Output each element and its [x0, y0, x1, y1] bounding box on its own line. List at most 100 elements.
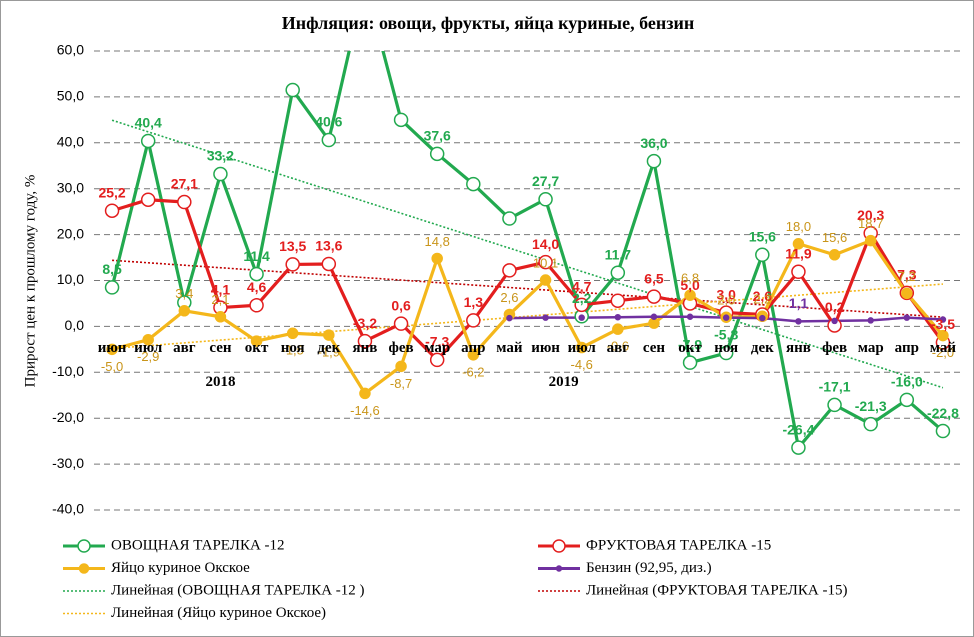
data-label: -5,0 — [101, 359, 123, 374]
data-point — [178, 305, 191, 317]
x-tick-label: окт — [245, 340, 269, 356]
data-label: -3,5 — [931, 316, 955, 332]
data-point — [612, 323, 624, 335]
data-point — [575, 341, 588, 354]
data-point — [574, 297, 589, 313]
data-label: 27,1 — [171, 176, 198, 192]
x-tick-label: ноя — [714, 340, 738, 356]
data-point — [682, 355, 698, 370]
data-point — [827, 397, 842, 413]
legend-marker — [77, 539, 91, 553]
data-label: 7,2 — [898, 269, 916, 284]
data-point — [684, 289, 696, 301]
x-tick-label: дек — [317, 340, 340, 356]
data-label: -17,1 — [819, 379, 851, 395]
data-point — [285, 82, 300, 98]
data-point — [104, 280, 120, 295]
data-point — [935, 423, 951, 439]
x-tick-label: апр — [461, 340, 485, 356]
data-label: -0,6 — [607, 339, 629, 354]
data-label: 18,0 — [786, 219, 811, 234]
data-point — [610, 265, 626, 280]
data-point — [142, 333, 154, 346]
x-tick-label: окт — [678, 340, 702, 356]
data-label: -21,3 — [855, 398, 887, 414]
data-point — [686, 313, 694, 321]
data-point — [646, 289, 662, 304]
data-point — [759, 314, 766, 322]
data-point — [286, 327, 299, 340]
x-tick-label: май — [930, 340, 957, 356]
data-point — [795, 318, 802, 325]
data-point — [578, 314, 585, 321]
data-point — [650, 313, 658, 321]
data-label: -1,9 — [318, 345, 340, 360]
x-tick-label: ноя — [281, 340, 305, 356]
data-point — [321, 132, 337, 148]
data-label: 14,8 — [425, 234, 450, 249]
legend-marker — [78, 563, 90, 574]
data-label: 5,0 — [680, 277, 700, 293]
data-label: -7,3 — [425, 334, 449, 350]
x-tick-label: июн — [531, 340, 560, 356]
x-tick-label: авг — [173, 340, 196, 356]
y-axis-label: Прирост цен к прошлому году, % — [22, 175, 38, 388]
data-label: 0,2 — [825, 299, 845, 315]
data-point — [431, 252, 443, 265]
y-tick-label: -20,0 — [52, 409, 84, 425]
data-point — [140, 192, 156, 207]
x-tick-label: мар — [858, 340, 884, 356]
trend-line — [111, 119, 944, 389]
chart-title: Инфляция: овощи, фрукты, яйца куриные, б… — [282, 13, 694, 33]
data-label: -14,6 — [350, 403, 380, 418]
data-point — [467, 349, 480, 361]
data-point — [791, 264, 806, 280]
data-label: 4,6 — [247, 279, 267, 295]
data-point — [214, 311, 227, 323]
data-label: 4,7 — [572, 279, 592, 295]
data-point — [755, 247, 770, 263]
data-label: 40,4 — [135, 115, 162, 131]
data-point — [863, 416, 878, 432]
data-point — [831, 317, 838, 325]
data-label: 15,6 — [822, 230, 847, 245]
data-point — [506, 314, 513, 322]
x-tick-label: фев — [822, 340, 847, 356]
data-label: -4,6 — [570, 357, 592, 372]
y-tick-label: -40,0 — [52, 501, 84, 517]
y-tick-label: 20,0 — [57, 225, 84, 241]
data-label: 4,1 — [211, 281, 231, 297]
y-tick-label: 30,0 — [57, 179, 84, 195]
legend-marker — [555, 565, 563, 572]
data-point — [249, 266, 264, 282]
x-tick-label: мар — [424, 340, 450, 356]
data-point — [722, 314, 730, 321]
legend-label: ОВОЩНАЯ ТАРЕЛКА -12 — [111, 537, 285, 553]
data-point — [393, 112, 409, 128]
data-point — [140, 133, 156, 149]
data-label: -6,2 — [462, 364, 484, 379]
data-label: 3,4 — [175, 286, 193, 301]
x-tick-label: янв — [786, 340, 811, 356]
data-point — [466, 176, 481, 192]
data-point — [791, 440, 806, 455]
data-point — [899, 392, 915, 408]
data-point — [213, 166, 228, 182]
x-tick-label: авг — [607, 340, 630, 356]
plot-area — [104, 51, 951, 455]
data-label: 8,5 — [102, 261, 122, 277]
x-tick-label: фев — [388, 340, 413, 356]
data-point — [250, 335, 263, 347]
x-tick-label: июл — [568, 340, 597, 356]
data-label: 15,6 — [749, 228, 776, 244]
x-group-label: 2018 — [205, 374, 235, 390]
legend-label: ФРУКТОВАЯ ТАРЕЛКА -15 — [586, 537, 771, 553]
data-point — [357, 333, 373, 349]
data-point — [106, 343, 118, 356]
data-label: 20,3 — [857, 207, 884, 223]
data-point — [177, 194, 192, 210]
y-tick-label: 40,0 — [57, 134, 84, 150]
data-label: 11,9 — [785, 245, 812, 261]
data-label: 6,5 — [644, 270, 664, 286]
